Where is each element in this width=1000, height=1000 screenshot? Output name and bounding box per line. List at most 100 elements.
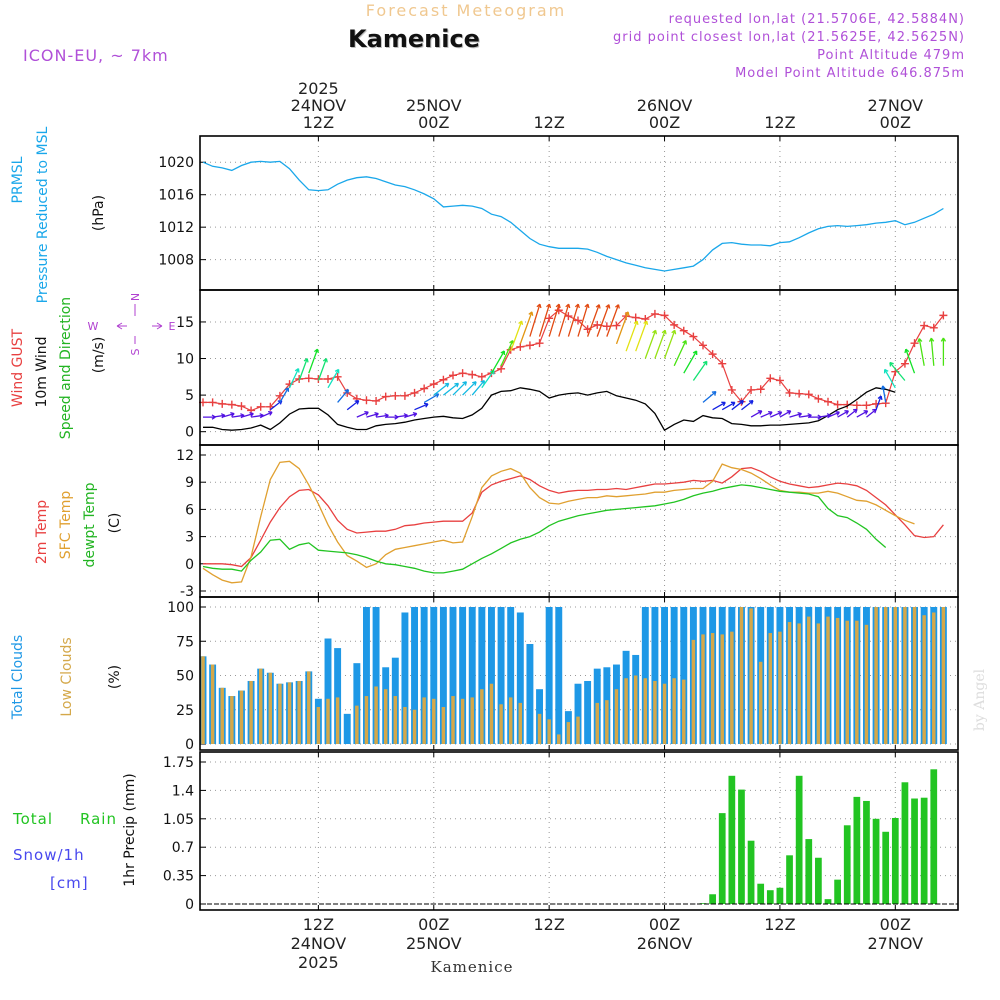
wind-unit: (m/s): [91, 337, 107, 374]
wind-direction-arrow: [683, 350, 698, 374]
low-clouds-bar: [932, 612, 936, 744]
low-clouds-bar: [480, 689, 484, 744]
total-clouds-bar: [449, 607, 457, 744]
wind-direction-arrow: [356, 410, 369, 418]
precip-unit: 1hr Precip (mm): [122, 773, 138, 886]
top-time-label: 26NOV: [637, 96, 693, 115]
wind-gust-marker: [631, 313, 640, 322]
header-subtitle: Forecast Meteogram: [366, 1, 566, 20]
wind-gust-marker: [699, 341, 707, 350]
rain-bar: [795, 775, 803, 904]
top-time-label: 00Z: [418, 113, 449, 132]
precip-ytick-label: 0: [185, 897, 194, 913]
wind-gust-marker: [381, 392, 390, 401]
wind-direction-arrow: [327, 368, 340, 389]
temperature-ytick-label: 0: [185, 557, 194, 573]
rain-bar: [901, 782, 909, 904]
compass-arrow-w: [116, 322, 123, 330]
wind-direction-arrow: [789, 411, 802, 418]
top-time-label: 00Z: [880, 113, 911, 132]
wind-gust-marker: [525, 341, 534, 350]
top-time-label: 00Z: [649, 113, 680, 132]
total-clouds-bar: [680, 607, 688, 744]
bottom-time-label: 00Z: [880, 915, 911, 934]
wind-gust-marker: [795, 389, 804, 398]
wind-direction-arrow: [404, 411, 418, 418]
compass-west: W: [88, 320, 99, 333]
wind-gust-marker: [862, 401, 871, 410]
low-clouds-bar: [307, 671, 311, 744]
temp-2m-line: [203, 467, 944, 568]
rain-bar: [709, 894, 716, 904]
wind-direction-arrow: [846, 408, 858, 418]
total-clouds-bar: [439, 607, 447, 744]
wind-10m-label: 10m Wind: [34, 336, 50, 407]
low-clouds-bar: [749, 608, 753, 744]
wind-gust-marker: [362, 396, 371, 405]
low-clouds-bar: [720, 634, 724, 744]
model-label: ICON-EU, ~ 7km: [23, 46, 169, 65]
wind-direction-arrow: [644, 329, 658, 359]
wind-ytick-label: 10: [176, 352, 194, 368]
clouds-ytick-label: 100: [167, 600, 194, 616]
wind-gust-marker: [468, 370, 477, 379]
precip-ytick-label: 1.75: [163, 755, 194, 771]
bottom-time-label: 26NOV: [637, 934, 693, 953]
total-clouds-bar: [334, 648, 342, 744]
temp-unit: (C): [107, 513, 123, 534]
wind-gust-marker: [535, 339, 544, 348]
total-clouds-bar: [651, 607, 659, 744]
total-clouds-bar: [526, 643, 534, 744]
wind-gust-marker: [410, 388, 419, 397]
wind-gust-marker: [660, 311, 669, 320]
pressure-ytick-label: 1016: [158, 188, 194, 204]
low-clouds-bar: [422, 697, 426, 744]
rain-bar: [738, 789, 745, 904]
low-clouds-bar: [278, 683, 282, 744]
wind-direction-arrow: [414, 402, 429, 411]
wind-gust-marker: [718, 359, 727, 368]
total-clouds-bar: [478, 607, 486, 744]
total-clouds-label: Total Clouds: [10, 635, 26, 720]
wind-gust-marker: [372, 396, 381, 405]
wind-direction-arrow: [317, 357, 328, 381]
low-clouds-bar: [403, 707, 407, 744]
total-clouds-bar: [545, 607, 553, 744]
precip-ytick-label: 0.7: [172, 840, 194, 856]
temperature-ytick-label: 6: [185, 502, 194, 518]
top-time-label: 25NOV: [406, 96, 462, 115]
total-clouds-bar: [468, 607, 476, 744]
wind-direction-arrow: [904, 348, 916, 374]
rain-bar: [853, 796, 861, 904]
low-clouds-bar: [489, 683, 494, 744]
temperature-ytick-label: 12: [176, 448, 194, 464]
rain-bar: [863, 800, 870, 904]
wind-gust-marker: [256, 402, 265, 411]
wind-direction-arrow: [510, 320, 524, 352]
total-clouds-bar: [353, 663, 361, 744]
precip-snow-unit: [cm]: [50, 874, 89, 892]
bottom-time-label: 2025: [298, 953, 339, 972]
rain-bar: [766, 890, 774, 904]
wind-direction-arrow: [880, 385, 887, 403]
grid-point-coordinates: grid point closest lon,lat (21.5625E, 42…: [613, 30, 965, 45]
top-time-label: 12Z: [533, 113, 564, 132]
wind-gust-marker: [689, 332, 698, 341]
wind-direction-arrow: [298, 357, 309, 381]
wind-direction-arrow: [721, 401, 736, 411]
rain-bar: [872, 818, 880, 904]
rain-bar: [843, 825, 851, 904]
wind-ytick-label: 5: [185, 388, 194, 404]
wind-gust-marker: [910, 339, 919, 348]
wind-direction-arrow: [443, 382, 460, 396]
compass-south: S: [129, 348, 142, 355]
total-clouds-bar: [488, 607, 495, 744]
low-clouds-bar: [816, 623, 821, 744]
wind-gust-marker: [304, 374, 313, 383]
model-altitude: Model Point Altitude 646.875m: [735, 66, 965, 81]
rain-bar: [718, 813, 726, 904]
total-clouds-bar: [661, 607, 668, 744]
